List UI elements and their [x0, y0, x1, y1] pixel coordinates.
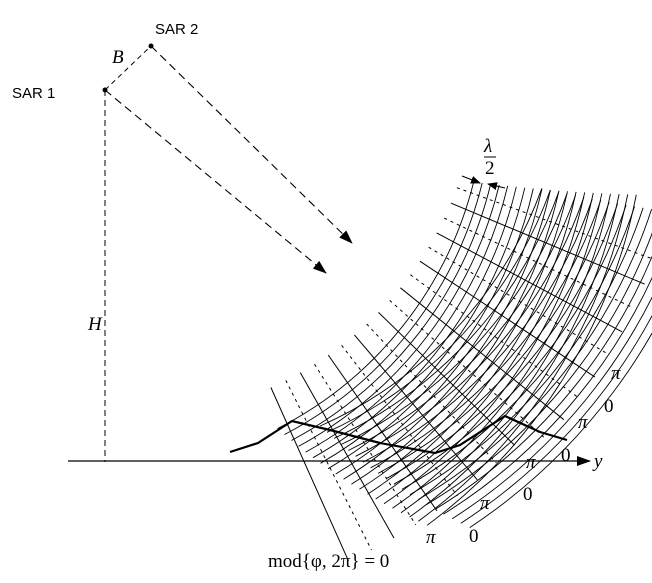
wavefront-arc — [417, 208, 652, 500]
terrain-profile — [229, 414, 568, 455]
wavefront-arc — [385, 203, 619, 480]
wavefront-arc — [375, 192, 586, 500]
lambda-numerator: λ — [483, 136, 492, 157]
wavefront-arc — [367, 191, 577, 495]
fringe-label: π — [526, 452, 536, 473]
wavefront-arc — [434, 255, 652, 510]
wavefront-arc — [277, 181, 475, 430]
fringe-line-zero — [270, 387, 349, 562]
phase-equation: mod{φ, 2π} = 0 — [268, 551, 389, 572]
fringe-line-zero — [354, 334, 478, 481]
baseline-line — [104, 45, 152, 91]
sar1-label: SAR 1 — [12, 85, 55, 102]
wavefront-arc — [409, 194, 620, 518]
wavefront-arc — [400, 193, 611, 514]
wavefront-arc — [351, 190, 560, 485]
wavefront-arc — [335, 189, 543, 475]
wavefront-arc — [426, 232, 652, 505]
wavefront-arc — [362, 198, 593, 463]
fringe-line-zero — [378, 312, 515, 446]
wavefront-arc — [327, 188, 534, 470]
fringe-line-zero — [299, 372, 395, 539]
fringe-line-zero — [450, 202, 645, 285]
wavefront-arc — [298, 184, 500, 447]
fringe-line-pi — [285, 380, 372, 551]
fringe-label: 0 — [561, 445, 571, 466]
fringe-label: 0 — [604, 396, 614, 417]
wavefront-arc — [312, 186, 517, 459]
fringe-line-zero — [327, 354, 438, 512]
wavefront-arc — [469, 332, 652, 528]
look-ray-sar1 — [104, 89, 327, 274]
fringe-line-pi — [389, 300, 548, 441]
wavefront-arc — [370, 200, 602, 469]
fringe-label: 0 — [523, 484, 533, 505]
fringe-label: π — [578, 412, 588, 433]
wavefront-arc — [392, 193, 603, 509]
wavefront-arc — [451, 296, 652, 520]
height-label: H — [87, 314, 103, 335]
sar1-dot — [102, 87, 108, 93]
wavefront-arc — [460, 314, 652, 524]
lambda-arrow-right — [487, 182, 506, 190]
fringe-line-zero — [400, 287, 565, 421]
sar2-label: SAR 2 — [155, 21, 198, 38]
wavefront-arc — [443, 276, 652, 515]
fringe-line-zero — [419, 260, 596, 378]
y-axis-label: y — [592, 451, 603, 472]
fringe-label: π — [480, 493, 490, 514]
fringe-label: π — [611, 363, 621, 384]
look-ray-sar2 — [150, 45, 353, 244]
fringe-label: π — [426, 527, 436, 548]
wavefront-arc — [359, 191, 568, 490]
wavefront-arcs — [277, 181, 652, 528]
sar2-dot — [148, 43, 154, 49]
wavefront-arc — [355, 197, 585, 457]
fringe-lines — [270, 187, 652, 562]
fringe-line-pi — [428, 246, 610, 356]
wavefront-arc — [418, 194, 629, 522]
baseline-label: B — [112, 47, 124, 68]
fringe-line-pi — [410, 274, 581, 400]
lambda-denominator: 2 — [485, 158, 495, 179]
wavefront-arc — [326, 189, 551, 433]
wavefront-arc — [291, 183, 492, 441]
wavefront-arc — [377, 201, 610, 474]
wavefront-arc — [340, 193, 568, 445]
lambda-arrow-left — [461, 175, 481, 184]
wavefront-arc — [426, 194, 637, 526]
wavefront-arc — [348, 195, 576, 451]
wavefront-arc — [401, 206, 636, 490]
fringe-line-pi — [443, 217, 635, 309]
wavefront-arc — [409, 207, 644, 495]
wavefront-arc — [383, 192, 594, 505]
fringe-line-zero — [436, 232, 623, 333]
fringe-label: 0 — [469, 526, 479, 547]
wavefront-arc — [343, 189, 551, 480]
wavefront-arc — [305, 185, 509, 453]
wavefront-arc — [333, 191, 560, 439]
